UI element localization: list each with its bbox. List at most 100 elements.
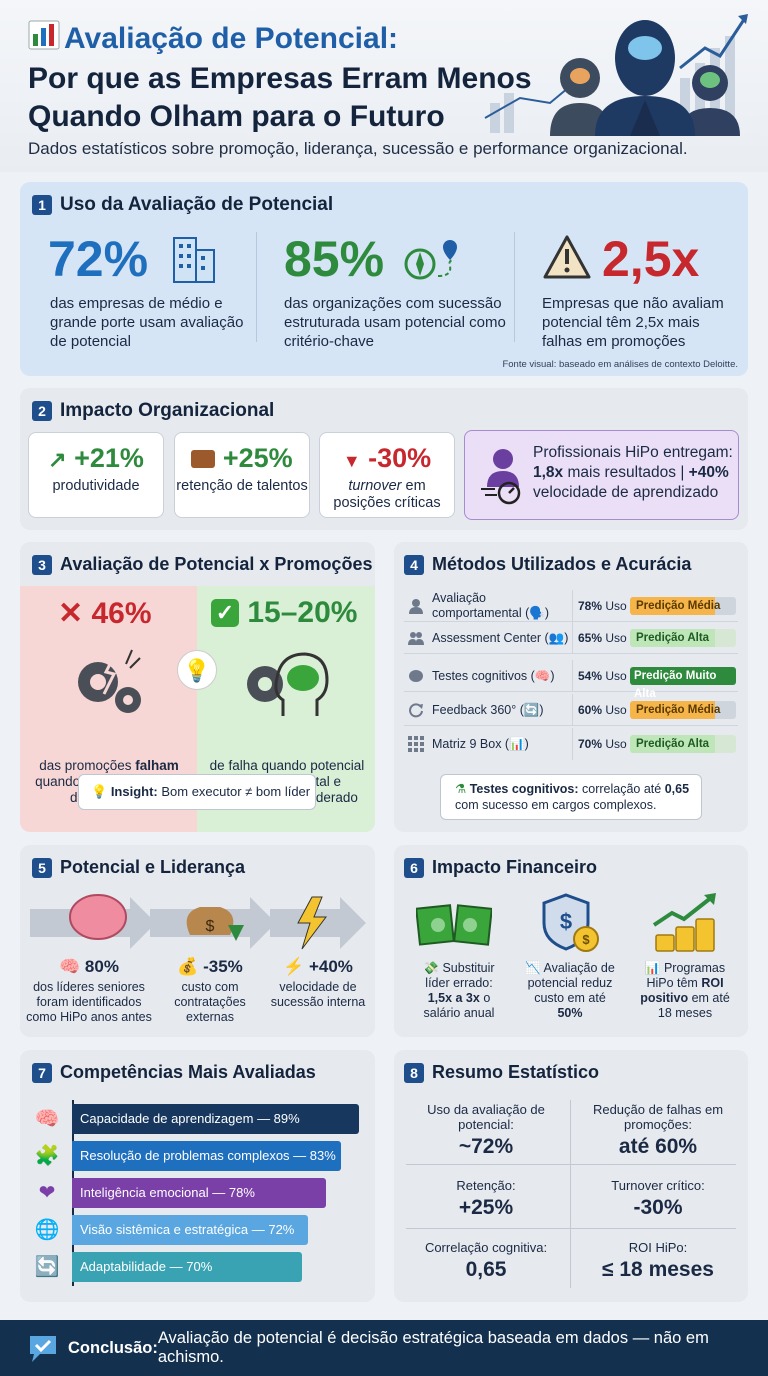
financial-text: em até 18 meses xyxy=(657,991,730,1020)
leadership-value: 💰 -35% xyxy=(177,957,243,976)
x-mark-icon: ✕ xyxy=(58,597,84,630)
method-usage: 65% Uso xyxy=(578,631,627,645)
note-text: correlação até xyxy=(578,782,665,796)
summary-key: Correlação cognitiva: xyxy=(424,1240,548,1255)
impact-value: -30% xyxy=(368,443,432,473)
fail-text-pre: das promoções xyxy=(39,758,136,773)
financial-bold: ROI positivo xyxy=(640,976,724,1005)
briefcase-icon xyxy=(191,450,216,468)
hipo-person-icon xyxy=(481,449,521,505)
insight-callout: 💡 Insight: Bom executor ≠ bom líder xyxy=(78,774,316,810)
prediction-bar: Predição Média xyxy=(630,701,736,719)
note-bold: Testes cognitivos: xyxy=(469,782,579,796)
section-number: 3 xyxy=(32,554,52,575)
summary-key: Redução de falhas em promoções: xyxy=(592,1102,724,1132)
section-8-heading: 8 Resumo Estatístico xyxy=(404,1062,599,1083)
section-6-heading: 6 Impacto Financeiro xyxy=(404,857,597,878)
section-title: Impacto Organizacional xyxy=(60,400,275,421)
financial-bold: 1,5x a 3x xyxy=(427,991,480,1005)
trend-up-icon: ↗ xyxy=(48,447,67,472)
bar-chart-icon xyxy=(28,20,60,60)
section-title: Métodos Utilizados e Acurácia xyxy=(432,554,692,574)
title-line-1: Avaliação de Potencial: xyxy=(64,22,399,55)
financial-text: o salário anual xyxy=(423,991,495,1020)
competency-bar: Resolução de problemas complexos — 83% xyxy=(72,1141,341,1171)
method-usage: 78% Uso xyxy=(578,599,627,613)
summary-value: ~72% xyxy=(458,1135,514,1158)
divider xyxy=(256,232,257,342)
section-title: Potencial e Liderança xyxy=(60,857,246,877)
grid-icon xyxy=(408,736,424,752)
financial-text: 📊 Programas HiPo têm xyxy=(644,961,726,990)
financial-text: 💸 Substituir líder errado: xyxy=(423,961,495,990)
section-usage: 1 Uso da Avaliação de Potencial 72% das … xyxy=(20,182,748,376)
impact-label: retenção de talentos xyxy=(176,478,308,494)
hipo-bold: +40% xyxy=(688,464,729,481)
conclusion-bold: Conclusão: xyxy=(68,1338,158,1357)
building-icon xyxy=(173,237,215,283)
method-usage: 54% Uso xyxy=(578,669,627,683)
section-title: Avaliação de Potencial x Promoções xyxy=(60,554,373,574)
note-bold: 0,65 xyxy=(664,782,690,796)
method-name: Matriz 9 Box (📊) xyxy=(432,736,529,751)
prediction-bar: Predição Alta xyxy=(630,629,736,647)
section-title: Uso da Avaliação de Potencial xyxy=(60,194,334,215)
puzzle-icon: 🧩 xyxy=(34,1145,60,1167)
section-number: 8 xyxy=(404,1062,424,1083)
summary-cell: Uso da avaliação de potencial: ~72% xyxy=(406,1102,566,1159)
lightbulb-icon: 💡 xyxy=(177,650,217,690)
method-usage: 70% Uso xyxy=(578,737,627,751)
svg-text:$: $ xyxy=(206,918,215,935)
hipo-callout: Profissionais HiPo entregam: 1,8x mais r… xyxy=(464,430,739,520)
conclusion-text: Avaliação de potencial é decisão estraté… xyxy=(157,1329,709,1366)
summary-cell: Correlação cognitiva: 0,65 xyxy=(406,1240,566,1282)
method-name: Avaliação comportamental (🗣️) xyxy=(432,591,549,620)
section-number: 2 xyxy=(32,401,52,421)
gear-head-icon xyxy=(247,652,329,716)
section-1-heading: 1 Uso da Avaliação de Potencial xyxy=(32,194,333,216)
leaders-illustration xyxy=(484,14,748,136)
competency-bar: Inteligência emocional — 78% xyxy=(72,1178,326,1208)
person-icon xyxy=(409,599,423,614)
section-number: 7 xyxy=(32,1062,52,1083)
leadership-item: 💰 -35% custo com contratações externas xyxy=(162,957,258,1025)
flask-icon: ⚗ xyxy=(455,782,467,796)
stat-value: 72% xyxy=(48,231,149,287)
section-number: 5 xyxy=(32,857,52,878)
method-row: Assessment Center (👥) 65% Uso Predição A… xyxy=(404,622,738,654)
svg-text:$: $ xyxy=(560,909,572,934)
summary-value: +25% xyxy=(458,1196,514,1219)
financial-text: 📉 Avaliação de potencial reduz custo em … xyxy=(525,961,615,1005)
fail-text-bold: falham xyxy=(135,758,179,773)
section-7-heading: 7 Competências Mais Avaliadas xyxy=(32,1062,316,1083)
refresh-icon xyxy=(409,703,423,718)
flow-arrows: $ xyxy=(30,894,366,950)
hipo-line1: Profissionais HiPo entregam: xyxy=(533,444,733,461)
section-4-heading: 4 Métodos Utilizados e Acurácia xyxy=(404,554,691,575)
summary-cell: Redução de falhas em promoções: até 60% xyxy=(578,1102,738,1159)
section-3-heading: 3 Avaliação de Potencial x Promoções xyxy=(32,554,372,575)
triangle-down-icon: ▼ xyxy=(342,451,361,471)
section-title: Competências Mais Avaliadas xyxy=(60,1062,316,1082)
header: Avaliação de Potencial: Por que as Empre… xyxy=(0,0,768,172)
cognitive-note: ⚗ Testes cognitivos: correlação até 0,65… xyxy=(440,774,702,820)
warning-icon xyxy=(543,235,591,279)
method-row: Feedback 360° (🔄) 60% Uso Predição Média xyxy=(404,694,738,726)
section-competencies: 7 Competências Mais Avaliadas 🧠 Capacidad… xyxy=(20,1050,375,1302)
hipo-line2: mais resultados | xyxy=(563,464,689,481)
method-name: Feedback 360° (🔄) xyxy=(432,702,544,717)
impact-label-italic: turnover xyxy=(348,478,402,494)
method-name: Testes cognitivos (🧠) xyxy=(432,668,555,683)
insight-text: Bom executor ≠ bom líder xyxy=(157,784,311,799)
check-mark-icon: ✓ xyxy=(211,599,239,627)
summary-value: ≤ 18 meses xyxy=(602,1258,714,1281)
impact-box-productivity: ↗ +21% produtividade xyxy=(28,432,164,518)
leadership-text: custo com contratações externas xyxy=(174,980,246,1024)
summary-cell: Retenção: +25% xyxy=(406,1178,566,1220)
summary-value: até 60% xyxy=(618,1135,698,1158)
section-methods: 4 Métodos Utilizados e Acurácia Avaliaçã… xyxy=(394,542,748,832)
competency-bar: Visão sistêmica e estratégica — 72% xyxy=(72,1215,308,1245)
leadership-value: ⚡ +40% xyxy=(283,957,353,976)
section-number: 6 xyxy=(404,857,424,878)
stat-text: das empresas de médio e grande porte usa… xyxy=(50,295,244,350)
